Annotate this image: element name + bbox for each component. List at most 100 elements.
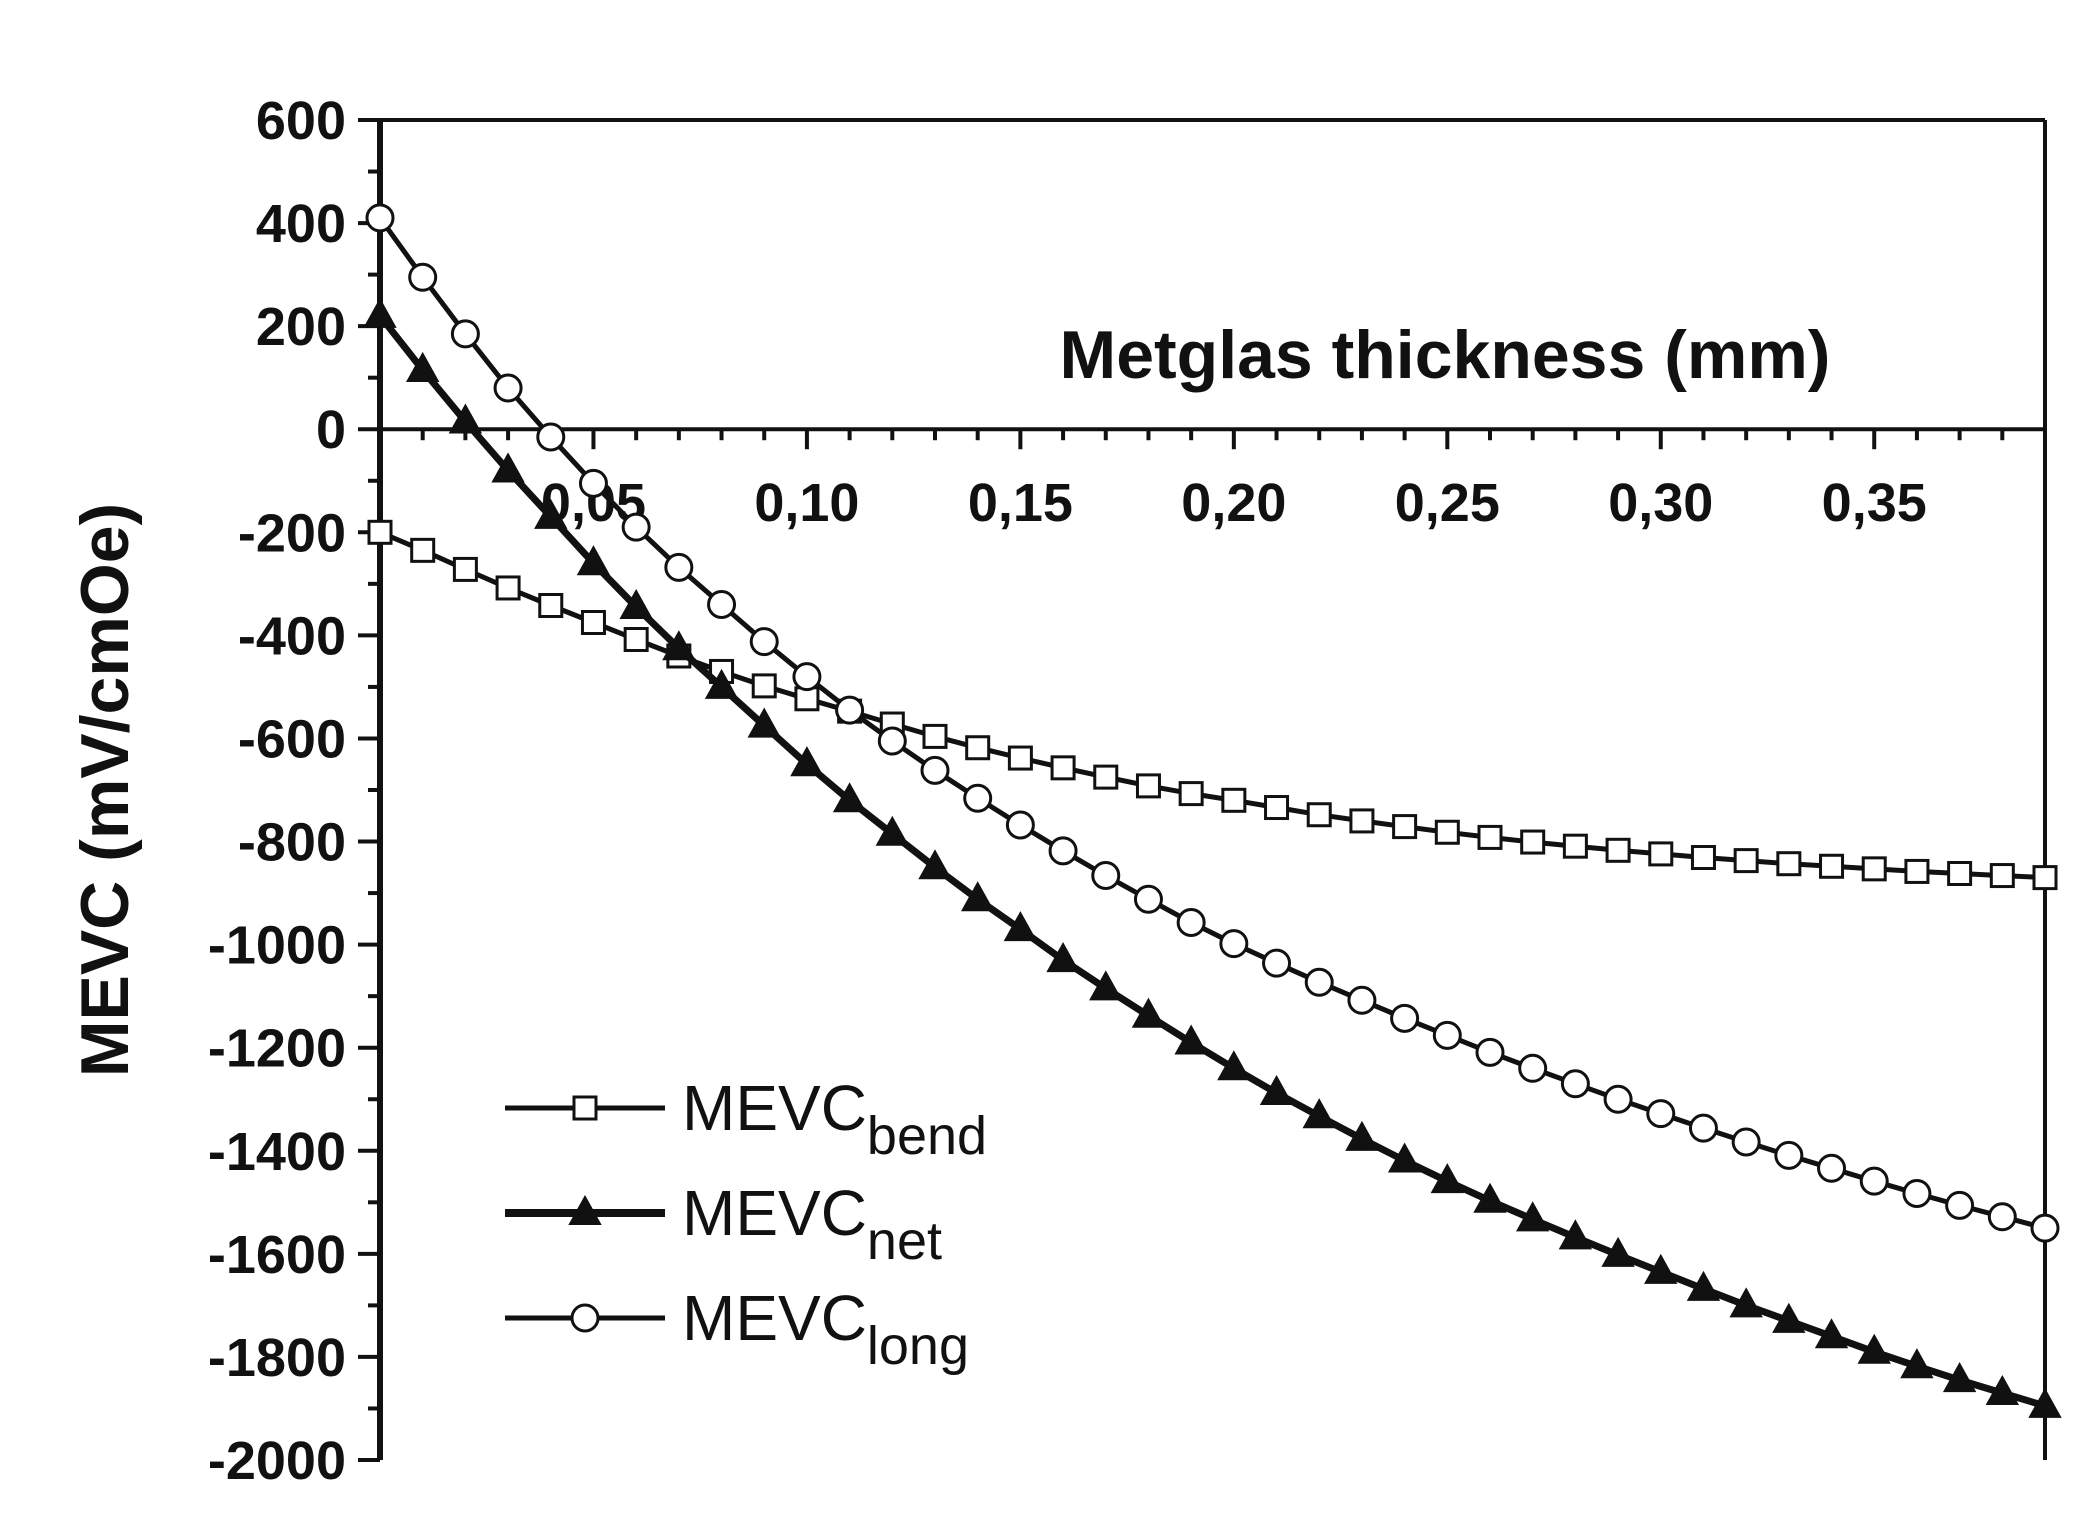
data-point-long: [835, 695, 865, 725]
data-point-bend: [495, 575, 521, 601]
series-net: [363, 297, 2062, 1418]
x-tick-label: 0,30: [1608, 473, 1713, 533]
data-point-net: [1046, 942, 1080, 973]
y-tick-label: 200: [256, 297, 346, 357]
data-point-long: [1475, 1037, 1505, 1067]
data-point-long: [749, 627, 779, 657]
legend-marker-net: [568, 1194, 602, 1225]
data-point-net: [1601, 1236, 1635, 1267]
data-point-net: [747, 707, 781, 738]
data-point-net: [1131, 997, 1166, 1028]
data-point-net: [790, 746, 824, 777]
legend-label-bend: MEVCbend: [682, 1072, 987, 1166]
data-point-net: [405, 351, 440, 382]
data-point-bend: [1264, 795, 1290, 821]
legend-label-net: MEVCnet: [682, 1177, 942, 1271]
data-point-long: [365, 203, 395, 233]
data-point-bend: [1648, 841, 1674, 867]
data-point-long: [1774, 1140, 1804, 1170]
data-point-bend: [1776, 851, 1802, 877]
data-point-net: [1473, 1182, 1507, 1213]
data-point-net: [1089, 970, 1123, 1001]
data-point-long: [1091, 861, 1121, 891]
data-point-bend: [1562, 833, 1588, 859]
data-point-bend: [538, 592, 564, 618]
data-point-net: [1985, 1374, 2020, 1405]
data-point-net: [1302, 1098, 1336, 1129]
data-point-net: [960, 881, 995, 912]
data-point-net: [1644, 1253, 1678, 1284]
data-point-net: [1003, 911, 1038, 942]
data-point-bend: [965, 735, 991, 761]
data-point-net: [662, 630, 696, 661]
axes: [358, 118, 2047, 1462]
data-point-long: [1945, 1190, 1975, 1220]
y-tick-label: -1800: [208, 1328, 346, 1388]
legend-label-subscript: long: [867, 1316, 969, 1376]
x-tick-label: 0,20: [1181, 473, 1286, 533]
data-point-net: [918, 849, 952, 880]
data-point-bend: [1050, 755, 1076, 781]
data-point-bend: [1861, 856, 1887, 882]
data-point-net: [619, 588, 653, 620]
data-point-net: [1515, 1201, 1550, 1232]
data-point-long: [493, 373, 523, 403]
data-point-long: [1518, 1053, 1548, 1083]
data-point-long: [450, 319, 480, 349]
data-point-long: [1902, 1179, 1932, 1209]
data-point-long: [621, 512, 651, 542]
data-point-net: [1345, 1120, 1379, 1151]
y-axis-title: MEVC (mV/cmOe): [67, 503, 143, 1077]
data-point-long: [408, 262, 438, 292]
data-point-bend: [1093, 764, 1119, 790]
data-point-bend: [1178, 781, 1204, 807]
data-point-bend: [1349, 808, 1375, 834]
data-point-long: [707, 589, 737, 619]
legend-label-main: MEVC: [682, 1072, 867, 1144]
series-line-bend: [379, 529, 2046, 881]
data-point-long: [1048, 836, 1078, 866]
data-point-long: [963, 783, 993, 813]
data-point-bend: [580, 610, 606, 635]
data-point-net: [1729, 1287, 1763, 1318]
x-tick-label: 0,25: [1395, 473, 1500, 533]
data-point-net: [704, 668, 739, 699]
data-point-bend: [1477, 824, 1503, 850]
y-tick-labels: 600 400 200 0 -200 -400 -600 -800 -1000 -1200 -140…: [208, 91, 346, 1491]
data-point-bend: [410, 537, 436, 563]
data-point-long: [920, 755, 950, 785]
data-point-net: [576, 545, 611, 576]
data-point-net: [1686, 1270, 1721, 1301]
data-point-net: [1430, 1163, 1465, 1194]
data-point-long: [1176, 907, 1206, 937]
y-tick-label: 400: [256, 194, 346, 254]
data-point-bend: [1221, 787, 1247, 813]
data-point-bend: [1819, 853, 1845, 879]
data-point-long: [1347, 985, 1377, 1015]
legend-label-subscript: bend: [867, 1106, 987, 1166]
data-point-bend: [1434, 819, 1460, 845]
data-point-long: [1603, 1084, 1633, 1114]
data-point-bend: [1392, 814, 1418, 840]
data-point-long: [1731, 1127, 1761, 1157]
legend-item-bend: MEVCbend: [505, 1072, 987, 1166]
data-point-bend: [751, 673, 777, 699]
data-point-long: [1133, 884, 1163, 914]
data-point-net: [1174, 1024, 1208, 1055]
data-point-net: [1558, 1219, 1593, 1250]
data-point-long: [1859, 1166, 1889, 1196]
data-point-net: [363, 297, 397, 328]
data-point-bend: [623, 627, 649, 653]
y-tick-label: -200: [238, 503, 346, 563]
data-point-bend: [1007, 745, 1033, 771]
data-point-net: [1900, 1348, 1934, 1379]
legend-marker-long: [570, 1303, 600, 1333]
x-tick-labels: 0,05 0,10 0,15 0,20 0,25 0,30 0,35: [541, 473, 1927, 533]
data-point-long: [2030, 1213, 2060, 1243]
data-point-long: [1560, 1069, 1590, 1099]
data-point-bend: [1520, 829, 1546, 855]
legend-label-main: MEVC: [682, 1177, 867, 1249]
y-tick-label: -1200: [208, 1019, 346, 1079]
data-point-long: [578, 468, 608, 498]
